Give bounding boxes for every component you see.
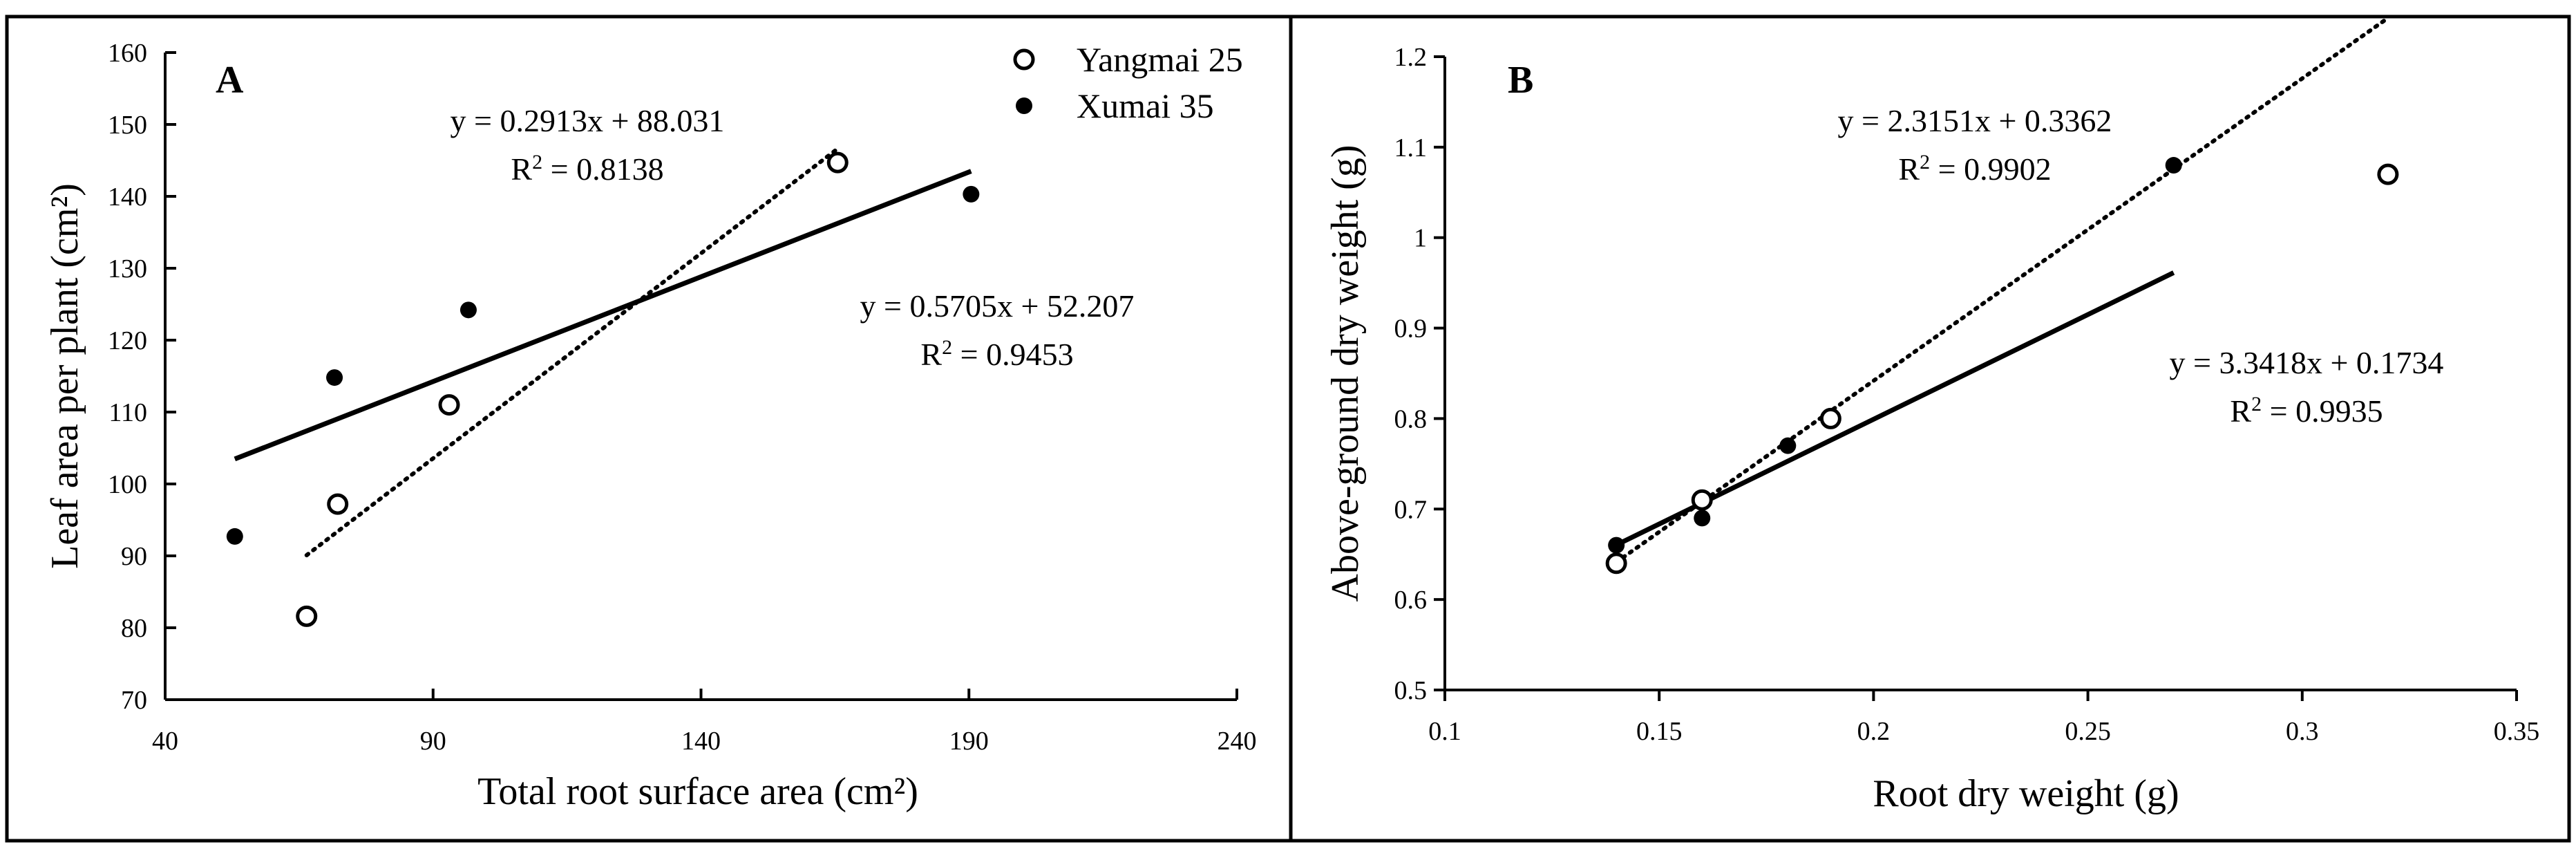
panel-a-xumai-r2-value: 0.8138	[576, 151, 664, 187]
panel-b-xumai-r2-value: 0.9902	[1964, 151, 2052, 187]
panel-b-y-tick-label: 0.8	[1394, 404, 1428, 433]
panel-a-y-tick-label: 140	[108, 183, 147, 212]
legend-open-circle-marker	[1013, 48, 1035, 71]
panel-b-trendline-yangmai-25	[1614, 16, 2390, 565]
panel-b-point-yangmai-25	[1691, 489, 1713, 511]
panel-a-yangmai-r2: R2 = 0.9453	[920, 336, 1073, 373]
panel-b-yangmai-equation: y = 3.3418x + 0.1734	[2170, 345, 2444, 380]
panel-a-point-xumai-35	[226, 528, 243, 545]
panel-a-point-yangmai-25	[327, 493, 349, 515]
panel-b-letter: B	[1508, 59, 1533, 102]
panel-a-y-tick-label: 160	[108, 39, 147, 68]
panel-a-letter: A	[216, 59, 244, 102]
legend-xumai-35: Xumai 35	[1077, 86, 1214, 125]
panel-a-yangmai-r2-value: 0.9453	[986, 337, 1074, 372]
legend-yangmai-25: Yangmai 25	[1077, 40, 1243, 79]
panel-a-x-tick-label: 190	[949, 727, 989, 756]
panel-b-y-tick-label: 0.7	[1394, 495, 1428, 524]
panel-a-point-xumai-35	[326, 369, 343, 386]
panel-a-y-tick-label: 100	[108, 470, 147, 499]
panel-a-x-tick-label: 40	[152, 727, 178, 756]
panel-a-y-tick-label: 90	[121, 542, 147, 571]
panel-b-y-tick-label: 1.2	[1394, 43, 1428, 72]
panel-a-point-yangmai-25	[296, 605, 318, 627]
panel-a-xumai-r2: R2 = 0.8138	[511, 151, 663, 187]
panel-b-point-yangmai-25	[1819, 407, 1841, 429]
panel-a-y-tick-label: 110	[108, 398, 147, 427]
panel-b-point-xumai-35	[1694, 510, 1711, 527]
panel-b-yangmai-r2: R2 = 0.9935	[2230, 393, 2383, 429]
panel-b: B 0.1 0.15 0.2 0.25 0.3 0.35 0.5 0.6 0.7 0.8 0.9 1 1…	[1324, 16, 2540, 815]
panel-a-point-yangmai-25	[826, 151, 849, 174]
panel-a-y-tick-label: 80	[121, 614, 147, 643]
panel-b-frame	[1289, 15, 2571, 843]
panel-a-y-tick-label: 120	[108, 326, 147, 355]
panel-b-xumai-r2: R2 = 0.9902	[1898, 151, 2051, 187]
panel-b-x-tick-label: 0.25	[2065, 717, 2111, 746]
panel-b-point-yangmai-25	[1605, 552, 1627, 575]
panel-b-y-tick-label: 1.1	[1394, 133, 1428, 162]
panel-a-y-tick-label: 150	[108, 111, 147, 140]
panel-b-y-tick-label: 0.9	[1394, 315, 1428, 344]
panel-a-xumai-equation: y = 0.2913x + 88.031	[451, 103, 725, 138]
panel-a-trendline-xumai-35	[234, 169, 972, 462]
panel-b-point-yangmai-25	[2377, 163, 2399, 185]
panel-a-x-tick-label: 140	[681, 727, 721, 756]
panel-a-x-tick-label: 240	[1218, 727, 1257, 756]
panel-b-x-tick-label: 0.35	[2494, 717, 2540, 746]
panel-b-y-tick-label: 0.6	[1394, 586, 1428, 615]
panel-a-x-tick-label: 90	[420, 727, 446, 756]
panel-b-point-xumai-35	[2165, 157, 2182, 174]
panel-a-point-yangmai-25	[438, 394, 460, 416]
panel-b-x-tick-label: 0.2	[1857, 717, 1891, 746]
panel-b-x-tick-label: 0.15	[1636, 717, 1683, 746]
panel-a-x-label: Total root surface area (cm²)	[477, 770, 918, 813]
panel-a-frame	[5, 15, 1293, 843]
panel-b-x-tick-label: 0.1	[1428, 717, 1461, 746]
panel-b-yangmai-r2-value: 0.9935	[2295, 393, 2383, 429]
panel-b-y-tick-label: 1	[1414, 224, 1427, 253]
panel-a-point-xumai-35	[460, 301, 477, 319]
panel-a-trendline-yangmai-25	[304, 147, 840, 558]
panel-a-yangmai-equation: y = 0.5705x + 52.207	[860, 288, 1135, 324]
panel-b-x-label: Root dry weight (g)	[1873, 772, 2179, 815]
panel-b-y-label: Above-ground dry weight (g)	[1324, 145, 1367, 602]
panel-b-x-tick-label: 0.3	[2286, 717, 2319, 746]
panel-b-y-tick-label: 0.5	[1394, 676, 1428, 705]
panel-a-y-label: Leaf area per plant (cm²)	[44, 183, 86, 569]
panel-b-xumai-equation: y = 2.3151x + 0.3362	[1838, 103, 2112, 138]
panel-a: A 40 90 140 190 240 70 80 90 100 110 120 130 140 150 1…	[44, 39, 1257, 813]
panel-b-point-xumai-35	[1608, 537, 1625, 554]
panel-a-y-tick-label: 70	[121, 686, 147, 715]
panel-a-legend: Yangmai 25 Xumai 35	[1013, 40, 1243, 125]
panel-b-point-xumai-35	[1779, 437, 1797, 454]
panel-a-y-tick-label: 130	[108, 254, 147, 283]
legend-filled-circle-marker	[1016, 97, 1032, 114]
panel-a-point-xumai-35	[963, 185, 980, 203]
